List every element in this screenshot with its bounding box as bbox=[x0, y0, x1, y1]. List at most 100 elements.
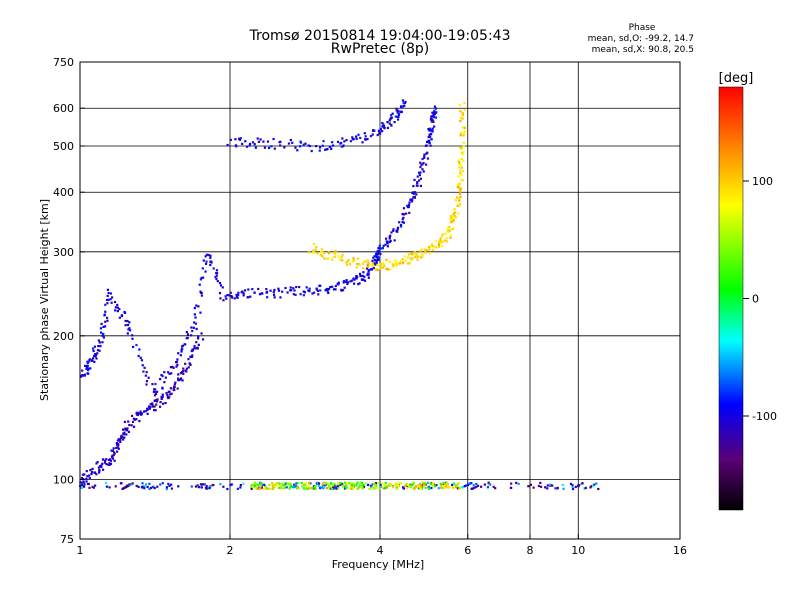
data-point bbox=[182, 372, 185, 376]
data-point bbox=[154, 409, 157, 412]
data-point bbox=[83, 485, 86, 488]
data-point bbox=[109, 459, 112, 462]
data-point bbox=[116, 450, 119, 453]
data-point bbox=[546, 484, 549, 487]
data-point bbox=[126, 427, 129, 430]
data-point bbox=[242, 482, 245, 485]
data-point bbox=[397, 113, 401, 116]
data-point bbox=[331, 141, 334, 144]
data-point bbox=[106, 316, 109, 319]
data-point bbox=[379, 132, 382, 135]
data-point bbox=[109, 292, 113, 295]
data-point bbox=[457, 183, 460, 186]
data-point bbox=[544, 486, 547, 489]
data-point bbox=[459, 163, 462, 167]
data-point bbox=[209, 254, 212, 257]
data-point bbox=[343, 286, 346, 289]
data-point bbox=[373, 262, 376, 265]
data-point bbox=[169, 366, 173, 369]
stats-line-x: mean, sd,X: 90.8, 20.5 bbox=[592, 45, 694, 55]
data-point bbox=[382, 244, 385, 247]
data-point bbox=[107, 463, 110, 466]
data-point bbox=[322, 140, 325, 143]
data-point bbox=[120, 482, 123, 485]
data-point bbox=[435, 111, 438, 114]
data-point bbox=[170, 483, 173, 486]
data-point bbox=[371, 259, 374, 262]
data-point bbox=[295, 285, 298, 289]
data-point bbox=[194, 485, 198, 488]
data-point bbox=[117, 444, 120, 447]
data-point bbox=[102, 332, 105, 336]
data-point bbox=[102, 325, 105, 329]
data-point bbox=[352, 487, 355, 490]
data-point bbox=[492, 485, 495, 488]
data-point bbox=[83, 473, 86, 476]
data-point bbox=[388, 240, 391, 244]
data-point bbox=[355, 135, 358, 138]
data-point bbox=[394, 482, 397, 485]
data-point bbox=[460, 147, 463, 150]
data-point bbox=[461, 114, 465, 117]
data-point bbox=[469, 482, 472, 485]
data-point bbox=[569, 482, 573, 485]
data-point bbox=[200, 486, 203, 489]
data-point bbox=[449, 217, 452, 220]
y-tick-label: 75 bbox=[60, 533, 74, 546]
data-point bbox=[339, 482, 342, 485]
data-point bbox=[381, 125, 384, 128]
data-point bbox=[339, 258, 342, 261]
data-point bbox=[393, 120, 396, 124]
data-point bbox=[113, 459, 116, 462]
data-point bbox=[398, 221, 401, 224]
data-point bbox=[395, 264, 398, 267]
data-point bbox=[91, 359, 94, 362]
data-point bbox=[401, 99, 405, 102]
data-point bbox=[395, 487, 398, 490]
data-point bbox=[399, 110, 402, 114]
data-point bbox=[383, 264, 386, 268]
data-point bbox=[251, 141, 255, 144]
data-point bbox=[272, 291, 275, 294]
data-point bbox=[401, 220, 404, 224]
data-point bbox=[347, 260, 350, 263]
data-point bbox=[304, 482, 307, 485]
data-point bbox=[440, 234, 444, 238]
data-point bbox=[200, 294, 203, 297]
data-point bbox=[459, 116, 463, 120]
data-point bbox=[442, 481, 445, 485]
data-point bbox=[319, 289, 322, 292]
data-point bbox=[418, 483, 422, 486]
data-point bbox=[153, 486, 156, 490]
data-point bbox=[85, 470, 88, 473]
data-point bbox=[402, 221, 406, 224]
data-point bbox=[251, 287, 254, 291]
data-point bbox=[99, 327, 103, 330]
data-point bbox=[409, 198, 413, 201]
data-point bbox=[286, 482, 289, 485]
data-point bbox=[272, 483, 275, 486]
data-point bbox=[128, 423, 131, 427]
data-point bbox=[355, 263, 359, 266]
data-point bbox=[278, 486, 282, 490]
data-point bbox=[267, 487, 270, 490]
data-point bbox=[399, 225, 403, 228]
data-point bbox=[475, 485, 478, 488]
data-point bbox=[256, 137, 259, 140]
data-point bbox=[458, 158, 461, 161]
data-point bbox=[396, 115, 399, 118]
colorbar-label: [deg] bbox=[719, 71, 754, 86]
data-point bbox=[320, 486, 323, 489]
data-point bbox=[342, 144, 345, 147]
data-point bbox=[419, 184, 423, 188]
data-point bbox=[198, 283, 201, 286]
data-point bbox=[370, 264, 373, 267]
data-point bbox=[416, 175, 419, 178]
data-point bbox=[116, 439, 119, 442]
data-point bbox=[159, 401, 162, 404]
data-point bbox=[197, 335, 200, 338]
data-point bbox=[121, 438, 125, 441]
data-point bbox=[340, 255, 344, 258]
data-point bbox=[136, 413, 140, 417]
data-point bbox=[292, 293, 295, 296]
